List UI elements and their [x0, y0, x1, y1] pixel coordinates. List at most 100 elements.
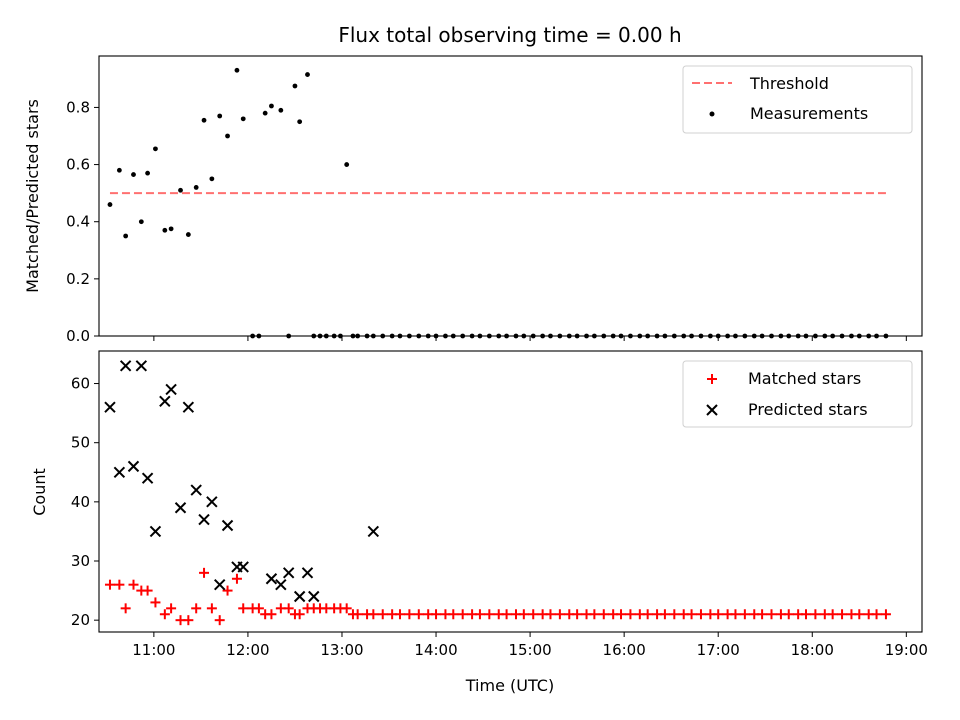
predicted-star-point — [308, 590, 320, 603]
predicted-star-point — [221, 519, 234, 532]
bottom-y-tick-label: 20 — [71, 611, 90, 629]
cross-b — [308, 590, 320, 603]
measurement-point — [278, 107, 284, 113]
cross-b — [159, 395, 171, 407]
bottom-panel: 20 30 40 50 60 11:00 12:00 13:00 14:00 15:00 16:0… — [30, 350, 928, 695]
measurement-point — [138, 219, 144, 225]
matched-star-point — [413, 609, 424, 620]
measurement-point — [162, 227, 168, 233]
cross-b — [237, 561, 249, 573]
cross-b — [275, 578, 287, 591]
measurement-point — [292, 83, 298, 89]
bottom-x-tick-label: 16:00 — [603, 641, 646, 659]
matched-star-point — [104, 579, 115, 590]
matched-star-point — [554, 609, 565, 620]
matched-star-point — [589, 609, 600, 620]
predicted-star-point — [165, 383, 177, 396]
matched-star-point — [766, 609, 777, 620]
matched-star-point — [191, 603, 202, 614]
top-x-ticks — [153, 336, 907, 341]
top-y-tick-label: 0.4 — [66, 213, 90, 231]
predicted-star-point — [113, 466, 126, 478]
bottom-x-tick-label: 17:00 — [697, 641, 740, 659]
matched-star-point — [545, 609, 556, 620]
cross-b — [135, 360, 148, 372]
cross-b — [293, 590, 306, 603]
matched-star-point — [880, 609, 891, 620]
predicted-star-point — [275, 578, 287, 591]
predicted-star-point — [367, 525, 380, 538]
cross-b — [119, 360, 132, 372]
bottom-x-tick-label: 15:00 — [508, 641, 551, 659]
predicted-star-point — [190, 484, 202, 496]
matched-star-point — [474, 609, 485, 620]
bottom-x-tick-label: 12:00 — [226, 641, 269, 659]
figure-title: Flux total observing time = 0.00 h — [338, 23, 681, 47]
measurement-point — [107, 202, 113, 207]
predicted-star-point — [141, 472, 154, 484]
legend-cross-marker — [706, 404, 718, 416]
matched-star-point — [854, 609, 865, 620]
legend-measurements-swatch — [709, 111, 715, 117]
cross-b — [104, 401, 116, 413]
measurement-point — [234, 67, 240, 73]
matched-star-point — [404, 609, 415, 620]
predicted-star-point — [237, 561, 249, 573]
matched-star-point — [827, 609, 838, 620]
measurement-point — [131, 172, 136, 177]
matched-star-point — [238, 603, 249, 614]
x-axis-label: Time (UTC) — [465, 676, 554, 695]
matched-star-point — [448, 609, 459, 620]
measurement-point — [344, 162, 350, 167]
matched-star-point — [713, 609, 724, 620]
matched-star-point — [686, 609, 697, 620]
matched-star-point — [394, 609, 405, 620]
matched-star-point — [616, 609, 627, 620]
cross-b — [301, 567, 314, 579]
legend-measurements-label: Measurements — [750, 104, 868, 123]
predicted-star-point — [119, 360, 132, 372]
bottom-x-tick-label: 11:00 — [132, 641, 175, 659]
matched-star-point — [598, 609, 609, 620]
measurement-point — [168, 226, 174, 232]
matched-star-point — [739, 609, 750, 620]
bottom-x-tick-label: 19:00 — [885, 641, 928, 659]
matched-star-point — [368, 609, 379, 620]
matched-star-point — [352, 609, 363, 620]
bottom-legend-box — [682, 360, 913, 428]
matched-star-point — [231, 573, 242, 584]
measurement-point — [305, 72, 310, 77]
matched-star-point — [484, 609, 495, 620]
matched-star-point — [222, 585, 233, 596]
measurement-point — [201, 117, 207, 123]
cross-b — [141, 472, 154, 484]
measurement-point — [209, 176, 215, 182]
matched-star-point — [431, 609, 442, 620]
predicted-star-point — [174, 502, 187, 514]
matched-star-point — [730, 609, 741, 620]
top-y-tick-label: 0.6 — [66, 156, 90, 174]
matched-star-point — [810, 609, 821, 620]
predicted-star-point — [301, 567, 314, 579]
cross-b — [127, 460, 140, 473]
top-y-ticks: 0.0 0.2 0.4 0.6 0.8 — [66, 98, 99, 345]
matched-star-point — [266, 609, 277, 620]
bottom-y-tick-label: 60 — [71, 375, 90, 393]
legend-predicted-swatch — [706, 404, 718, 416]
predicted-star-point — [135, 360, 148, 372]
matched-star-point — [871, 609, 882, 620]
matched-star-point — [572, 609, 583, 620]
matched-star-point — [159, 609, 170, 620]
bottom-x-ticks: 11:00 12:00 13:00 14:00 15:00 16:00 17:00 18:00… — [132, 632, 928, 659]
cross-b — [113, 466, 126, 478]
cross-b — [265, 573, 278, 585]
bottom-y-tick-label: 30 — [71, 552, 90, 570]
matched-star-point — [528, 609, 539, 620]
matched-star-point — [783, 609, 794, 620]
predicted-star-point — [265, 573, 278, 585]
legend-threshold-label: Threshold — [749, 74, 829, 93]
matched-star-point — [642, 609, 653, 620]
cross-b — [706, 404, 718, 416]
top-panel: 0.00.20.40.60.8 Matched/Predicted stars … — [23, 55, 923, 345]
